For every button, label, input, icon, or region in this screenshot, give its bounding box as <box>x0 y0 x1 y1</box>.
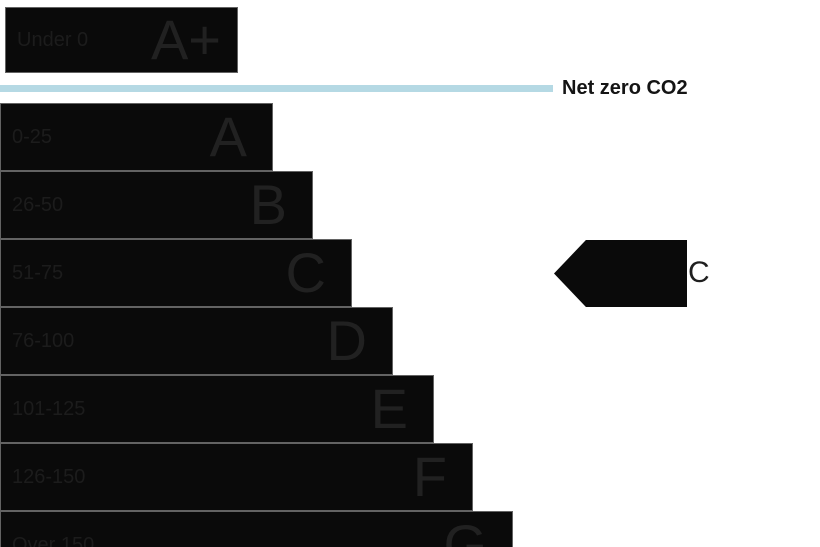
band-range-label: 51-75 <box>12 261 64 284</box>
band-range-label: Over 150 <box>12 533 95 547</box>
band-letter: A <box>209 105 247 168</box>
band-letter: D <box>326 309 367 372</box>
band-letter: B <box>249 173 287 236</box>
band-letter: C <box>285 241 326 304</box>
rating-band-a: 0-25 A <box>0 103 273 171</box>
band-letter: F <box>412 445 447 508</box>
rating-band-g: Over 150 G <box>0 511 513 547</box>
band-range-label: Under 0 <box>17 28 89 51</box>
band-range-label: 0-25 <box>12 125 53 148</box>
band-range-label: 126-150 <box>12 465 86 488</box>
rating-band-e: 101-125 E <box>0 375 434 443</box>
rating-band-c: 51-75 C <box>0 239 352 307</box>
band-letter: E <box>370 377 408 440</box>
rating-band-b: 26-50 B <box>0 171 313 239</box>
current-rating-arrow-icon <box>554 240 687 307</box>
band-range-label: 26-50 <box>12 193 64 216</box>
rating-band-f: 126-150 F <box>0 443 473 511</box>
band-letter: G <box>443 513 487 547</box>
band-range-label: 76-100 <box>12 329 75 352</box>
net-zero-label: Net zero CO2 <box>562 77 688 99</box>
net-zero-line <box>0 85 553 92</box>
rating-band-d: 76-100 D <box>0 307 393 375</box>
current-rating-letter: C <box>688 256 710 289</box>
band-range-label: 101-125 <box>12 397 86 420</box>
band-letter: A+ <box>150 8 221 71</box>
rating-band-a-plus: Under 0 A+ <box>5 7 238 73</box>
